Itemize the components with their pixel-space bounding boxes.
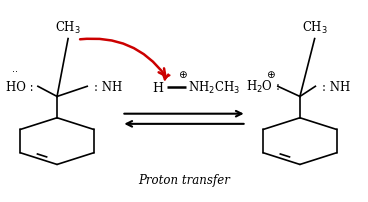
- Text: CH$_3$: CH$_3$: [302, 20, 328, 36]
- Text: HO :: HO :: [6, 80, 34, 93]
- Text: ··: ··: [13, 67, 18, 77]
- Text: H$_2$O :: H$_2$O :: [246, 79, 280, 95]
- Text: CH$_3$: CH$_3$: [55, 20, 81, 36]
- Text: NH$_2$CH$_3$: NH$_2$CH$_3$: [188, 80, 240, 96]
- Text: : NH: : NH: [322, 80, 350, 93]
- Text: Proton transfer: Proton transfer: [138, 173, 230, 186]
- Text: $\oplus$: $\oplus$: [178, 68, 188, 79]
- Text: H: H: [153, 81, 164, 94]
- Text: : NH: : NH: [94, 80, 122, 93]
- Text: $\oplus$: $\oplus$: [266, 68, 275, 79]
